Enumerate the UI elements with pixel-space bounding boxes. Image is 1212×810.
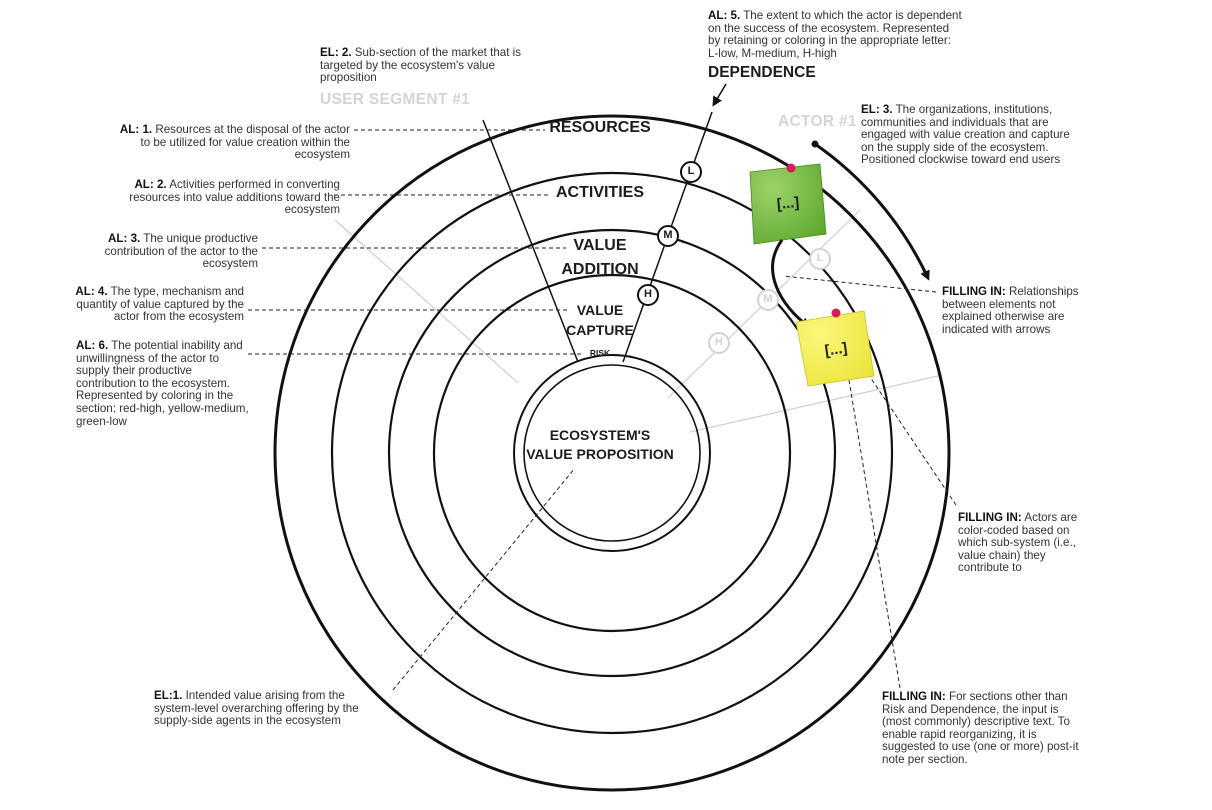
yellow-note-text: [...] xyxy=(823,339,849,359)
marker-high-label: H xyxy=(644,288,652,300)
annotation-key: FILLING IN: xyxy=(942,285,1006,298)
annotation-text: Resources at the disposal of the actor t… xyxy=(140,123,350,162)
ring-activities xyxy=(330,171,894,735)
annotation-al2: AL: 2. Activities performed in convertin… xyxy=(100,178,340,217)
ring-value-addition xyxy=(387,228,837,678)
ring-label-resources: RESOURCES xyxy=(549,119,651,136)
marker-medium xyxy=(657,225,679,247)
annotation-filling-actors: FILLING IN: Actors are color-coded based… xyxy=(958,511,1088,575)
annotation-al1: AL: 1. Resources at the disposal of the … xyxy=(110,123,350,162)
actor-label: ACTOR #1 xyxy=(778,113,857,130)
ring-label-value-capture-2: CAPTURE xyxy=(566,322,634,338)
annotation-text: The type, mechanism and quantity of valu… xyxy=(76,285,244,324)
ring-label-value-addition-1: VALUE xyxy=(573,237,627,254)
ghost-marker-medium-label: M xyxy=(763,293,773,305)
annotation-text: Activities performed in converting resou… xyxy=(129,178,340,217)
annotation-text: For sections other than Risk and Depende… xyxy=(882,690,1079,766)
annotation-key: AL: 1. xyxy=(119,123,153,136)
user-segment-label: USER SEGMENT #1 xyxy=(320,91,471,108)
ghost-marker-high-label: H xyxy=(715,336,723,348)
ring-label-value-capture-1: VALUE xyxy=(576,302,624,318)
ring-label-activities: ACTIVITIES xyxy=(555,184,644,201)
ring-value-capture xyxy=(432,273,792,633)
annotation-key: AL: 2. xyxy=(134,178,167,191)
ghost-markers xyxy=(708,248,831,354)
concentric-rings xyxy=(273,114,951,792)
ghost-marker-high xyxy=(708,332,730,354)
annotation-text: The potential inability and unwillingnes… xyxy=(76,339,249,428)
annotation-text: Sub-section of the market that is target… xyxy=(320,46,522,85)
annotation-text: The organizations, institutions, communi… xyxy=(861,103,1070,167)
center-label-2: VALUE PROPOSITION xyxy=(526,446,674,462)
marker-high xyxy=(637,284,659,306)
annotation-filling-input: FILLING IN: For sections other than Risk… xyxy=(882,690,1087,767)
annotation-text: Relationships between elements not expla… xyxy=(942,285,1079,336)
annotation-key: FILLING IN: xyxy=(958,511,1022,524)
annotation-al4: AL: 4. The type, mechanism and quantity … xyxy=(72,285,244,324)
annotation-text: The extent to which the actor is depende… xyxy=(708,9,962,60)
marker-medium-label: M xyxy=(663,229,673,241)
annotation-text: The unique productive contribution of th… xyxy=(104,232,258,271)
green-note-text: [...] xyxy=(776,193,800,213)
ghost-marker-low-label: L xyxy=(816,252,824,264)
dependence-markers xyxy=(637,161,702,306)
ring-resources xyxy=(273,114,951,792)
leader-lines xyxy=(248,129,957,691)
marker-low-label: L xyxy=(687,165,695,177)
annotation-key: FILLING IN: xyxy=(882,690,946,703)
annotation-el2: EL: 2. Sub-section of the market that is… xyxy=(320,46,532,85)
annotation-key: AL: 4. xyxy=(75,285,108,298)
annotation-el1: EL:1. Intended value arising from the sy… xyxy=(154,689,374,728)
ghost-marker-low xyxy=(809,248,831,270)
annotation-text: Intended value arising from the system-l… xyxy=(154,689,359,728)
actor-arrow-start-dot xyxy=(811,140,819,148)
ring-label-value-addition-2: ADDITION xyxy=(561,261,639,278)
dependence-arrow xyxy=(712,83,727,107)
annotation-key: AL: 5. xyxy=(708,9,741,22)
actor-clockwise-arrow xyxy=(814,142,930,281)
green-post-it xyxy=(749,163,827,245)
ring-risk xyxy=(513,354,711,552)
annotation-filling-relationships: FILLING IN: Relationships between elemen… xyxy=(942,285,1092,336)
annotation-key: EL:1. xyxy=(154,689,183,702)
pin-icon xyxy=(786,163,796,173)
annotation-al6: AL: 6. The potential inability and unwil… xyxy=(76,339,254,428)
annotation-al3: AL: 3. The unique productive contributio… xyxy=(86,232,258,271)
ring-center xyxy=(523,364,701,542)
annotation-key: AL: 3. xyxy=(108,232,141,245)
pin-icon xyxy=(831,308,841,318)
annotation-el3: EL: 3. The organizations, institutions, … xyxy=(861,103,1073,167)
center-label-1: ECOSYSTEM'S xyxy=(549,427,651,443)
annotation-key: EL: 2. xyxy=(320,46,352,59)
ring-label-risk: RISK xyxy=(589,348,611,358)
annotation-al5: AL: 5. The extent to which the actor is … xyxy=(708,9,963,60)
marker-low xyxy=(680,161,702,183)
ghost-marker-medium xyxy=(757,289,779,311)
annotation-key: EL: 3. xyxy=(861,103,893,116)
annotation-text: Actors are color-coded based on which su… xyxy=(958,511,1078,575)
dependence-title: DEPENDENCE xyxy=(708,64,816,81)
annotation-key: AL: 6. xyxy=(76,339,109,352)
yellow-post-it xyxy=(795,308,875,387)
relationship-arrow xyxy=(771,239,811,328)
